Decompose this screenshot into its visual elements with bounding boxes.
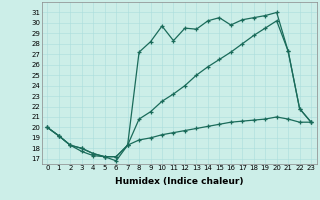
X-axis label: Humidex (Indice chaleur): Humidex (Indice chaleur)	[115, 177, 244, 186]
